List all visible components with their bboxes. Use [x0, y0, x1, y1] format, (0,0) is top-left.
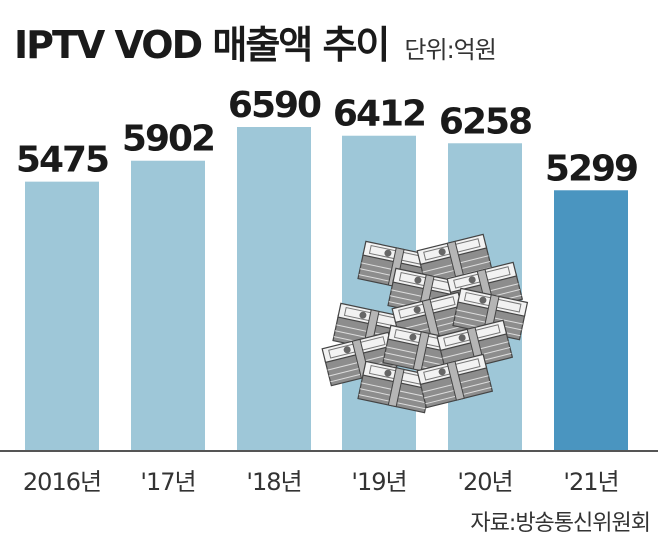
labels-group: 5475 2016년 5902 '17년 6590 '18년 6412 '19년 6258 '20…	[16, 85, 639, 496]
money-bundle	[416, 353, 494, 409]
category-label-2: '18년	[246, 468, 301, 496]
bar-5	[554, 190, 628, 451]
value-label-0: 5475	[16, 140, 108, 181]
category-label-5: '21년	[563, 468, 618, 496]
bar-2	[237, 127, 311, 450]
bars-group	[25, 127, 628, 451]
value-label-4: 6258	[439, 101, 531, 142]
category-label-1: '17년	[140, 468, 195, 496]
money-stack-icon	[321, 233, 529, 414]
category-label-3: '19년	[351, 468, 406, 496]
value-label-2: 6590	[228, 85, 321, 126]
bar-1	[131, 160, 205, 451]
unit-label: 단위:억원	[404, 36, 496, 64]
value-label-1: 5902	[122, 119, 214, 160]
value-label-3: 6412	[333, 94, 425, 135]
bar-0	[25, 181, 99, 451]
value-label-5: 5299	[545, 148, 637, 189]
category-label-4: '20년	[457, 468, 512, 496]
chart-title: IPTV VOD 매출액 추이	[14, 23, 390, 67]
category-label-0: 2016년	[23, 468, 101, 496]
title-group: IPTV VOD 매출액 추이 단위:억원	[14, 14, 497, 69]
source-note: 자료:방송통신위원회	[470, 511, 651, 536]
